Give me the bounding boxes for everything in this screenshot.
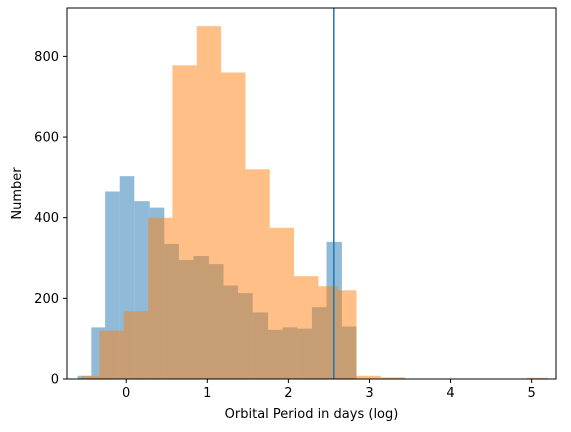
- y-tick-label: 0: [51, 373, 59, 388]
- x-axis-label: Orbital Period in days (log): [225, 407, 399, 422]
- x-tick-label: 0: [122, 386, 130, 401]
- series-1-bar-8: [269, 227, 295, 379]
- series-1-bar-14: [526, 377, 548, 379]
- series-1-bar-13: [380, 377, 406, 379]
- series-1-bar-6: [221, 72, 246, 380]
- series-1-bar-5: [196, 26, 222, 380]
- y-tick-label: 200: [34, 292, 59, 307]
- x-tick-label: 5: [528, 386, 536, 401]
- series-1-bar-3: [148, 217, 173, 379]
- series-1-bar-10: [318, 286, 338, 379]
- x-tick-label: 4: [446, 386, 454, 401]
- y-tick-label: 600: [34, 131, 59, 146]
- y-axis-label: Number: [10, 167, 25, 220]
- series-1-bar-0: [81, 375, 100, 379]
- series-1-bar-1: [99, 330, 124, 379]
- series-1-bar-12: [356, 375, 381, 379]
- series-1-bar-2: [123, 311, 149, 379]
- series-1-bar-4: [172, 65, 197, 379]
- y-tick-label: 800: [34, 50, 59, 65]
- series-1-bar-7: [245, 169, 270, 379]
- series-1-bar-11: [337, 290, 357, 379]
- y-axis-ticks: 0 200 400 600 800: [34, 50, 67, 388]
- y-tick-label: 400: [34, 211, 59, 226]
- series-1-bar-9: [294, 276, 319, 379]
- plot-frame: [66, 7, 557, 380]
- x-tick-label: 3: [365, 386, 373, 401]
- bars-layer: [77, 26, 548, 380]
- x-axis-ticks: 0 1 2 3 4 5: [122, 379, 536, 401]
- x-tick-label: 2: [284, 386, 292, 401]
- x-tick-label: 1: [203, 386, 211, 401]
